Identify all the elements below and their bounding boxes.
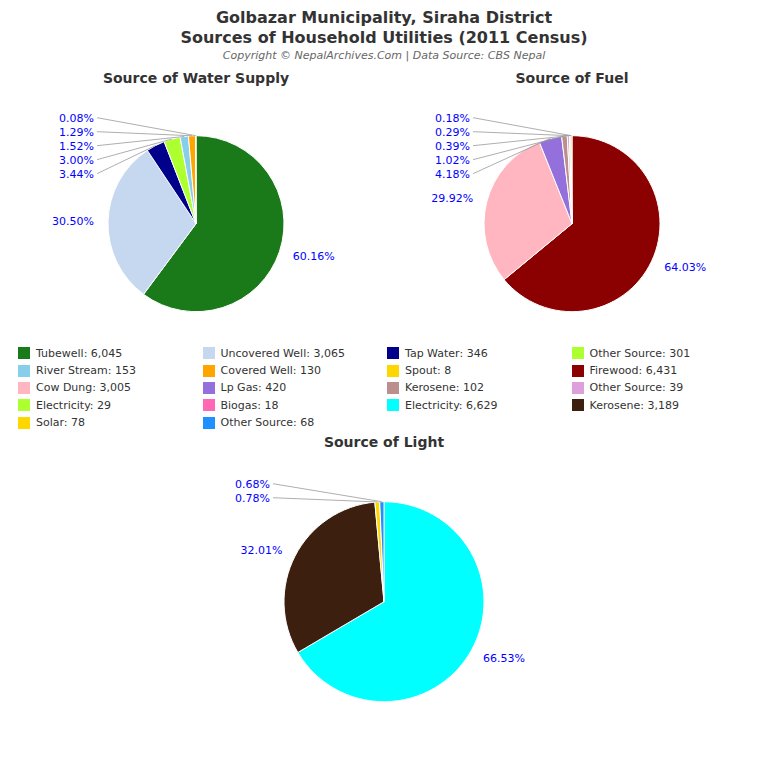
svg-text:60.16%: 60.16% [293, 250, 335, 263]
html-text:Source of Fuel: Source of Fuel [515, 70, 629, 86]
svg-text:0.29%: 0.29% [435, 126, 470, 139]
html-text:Golbazar Municipality, Siraha: Golbazar Municipality, Siraha District [215, 8, 553, 27]
svg-text:4.18%: 4.18% [435, 168, 470, 181]
svg-text:29.92%: 29.92% [431, 192, 473, 205]
svg-text:1.02%: 1.02% [435, 154, 470, 167]
html-text:Tap Water: 346: Tap Water: 346 [405, 346, 488, 360]
html-text:Source of Light: Source of Light [323, 434, 445, 450]
svg-text:0.39%: 0.39% [435, 140, 470, 153]
html-text:Sources of Household Utilities: Sources of Household Utilities (2011 Cen… [180, 28, 588, 47]
html-text:Firewood: 6,431: Firewood: 6,431 [589, 364, 678, 378]
svg-text:30.50%: 30.50% [52, 215, 94, 228]
svg-text:32.01%: 32.01% [241, 544, 283, 557]
html-text:Other Source: 39: Other Source: 39 [589, 381, 684, 395]
html-text:Tubewell: 6,045: Tubewell: 6,045 [36, 346, 123, 360]
html-text:Electricity: 29: Electricity: 29 [36, 398, 111, 412]
html-text:River Stream: 153: River Stream: 153 [36, 364, 136, 378]
html-text:Source of Water Supply: Source of Water Supply [102, 70, 290, 86]
svg-text:3.00%: 3.00% [59, 154, 94, 167]
html-text:Kerosene: 3,189: Kerosene: 3,189 [589, 398, 679, 412]
svg-text:1.52%: 1.52% [59, 140, 94, 153]
html-text:Cow Dung: 3,005: Cow Dung: 3,005 [36, 381, 131, 395]
svg-text:66.53%: 66.53% [483, 652, 525, 665]
svg-text:0.18%: 0.18% [435, 112, 470, 125]
svg-text:3.44%: 3.44% [59, 168, 94, 181]
html-text:Other Source: 68: Other Source: 68 [220, 416, 315, 430]
html-text:Lp Gas: 420: Lp Gas: 420 [220, 381, 287, 395]
svg-text:1.29%: 1.29% [59, 126, 94, 139]
svg-text:64.03%: 64.03% [664, 261, 706, 274]
html-text:Biogas: 18: Biogas: 18 [220, 398, 279, 412]
svg-text:0.78%: 0.78% [235, 492, 270, 505]
svg-text:0.08%: 0.08% [59, 112, 94, 125]
html-text:Uncovered Well: 3,065: Uncovered Well: 3,065 [220, 346, 345, 360]
html-text:Kerosene: 102: Kerosene: 102 [405, 381, 484, 395]
html-text:Copyright © NepalArchives.Com: Copyright © NepalArchives.Com | Data Sou… [222, 49, 546, 62]
html-text:Electricity: 6,629: Electricity: 6,629 [405, 398, 498, 412]
svg-text:0.68%: 0.68% [235, 478, 270, 491]
html-text:Solar: 78: Solar: 78 [36, 416, 85, 430]
html-text:Spout: 8: Spout: 8 [405, 364, 452, 378]
html-text:Covered Well: 130: Covered Well: 130 [220, 364, 321, 378]
html-text:Other Source: 301: Other Source: 301 [589, 346, 691, 360]
